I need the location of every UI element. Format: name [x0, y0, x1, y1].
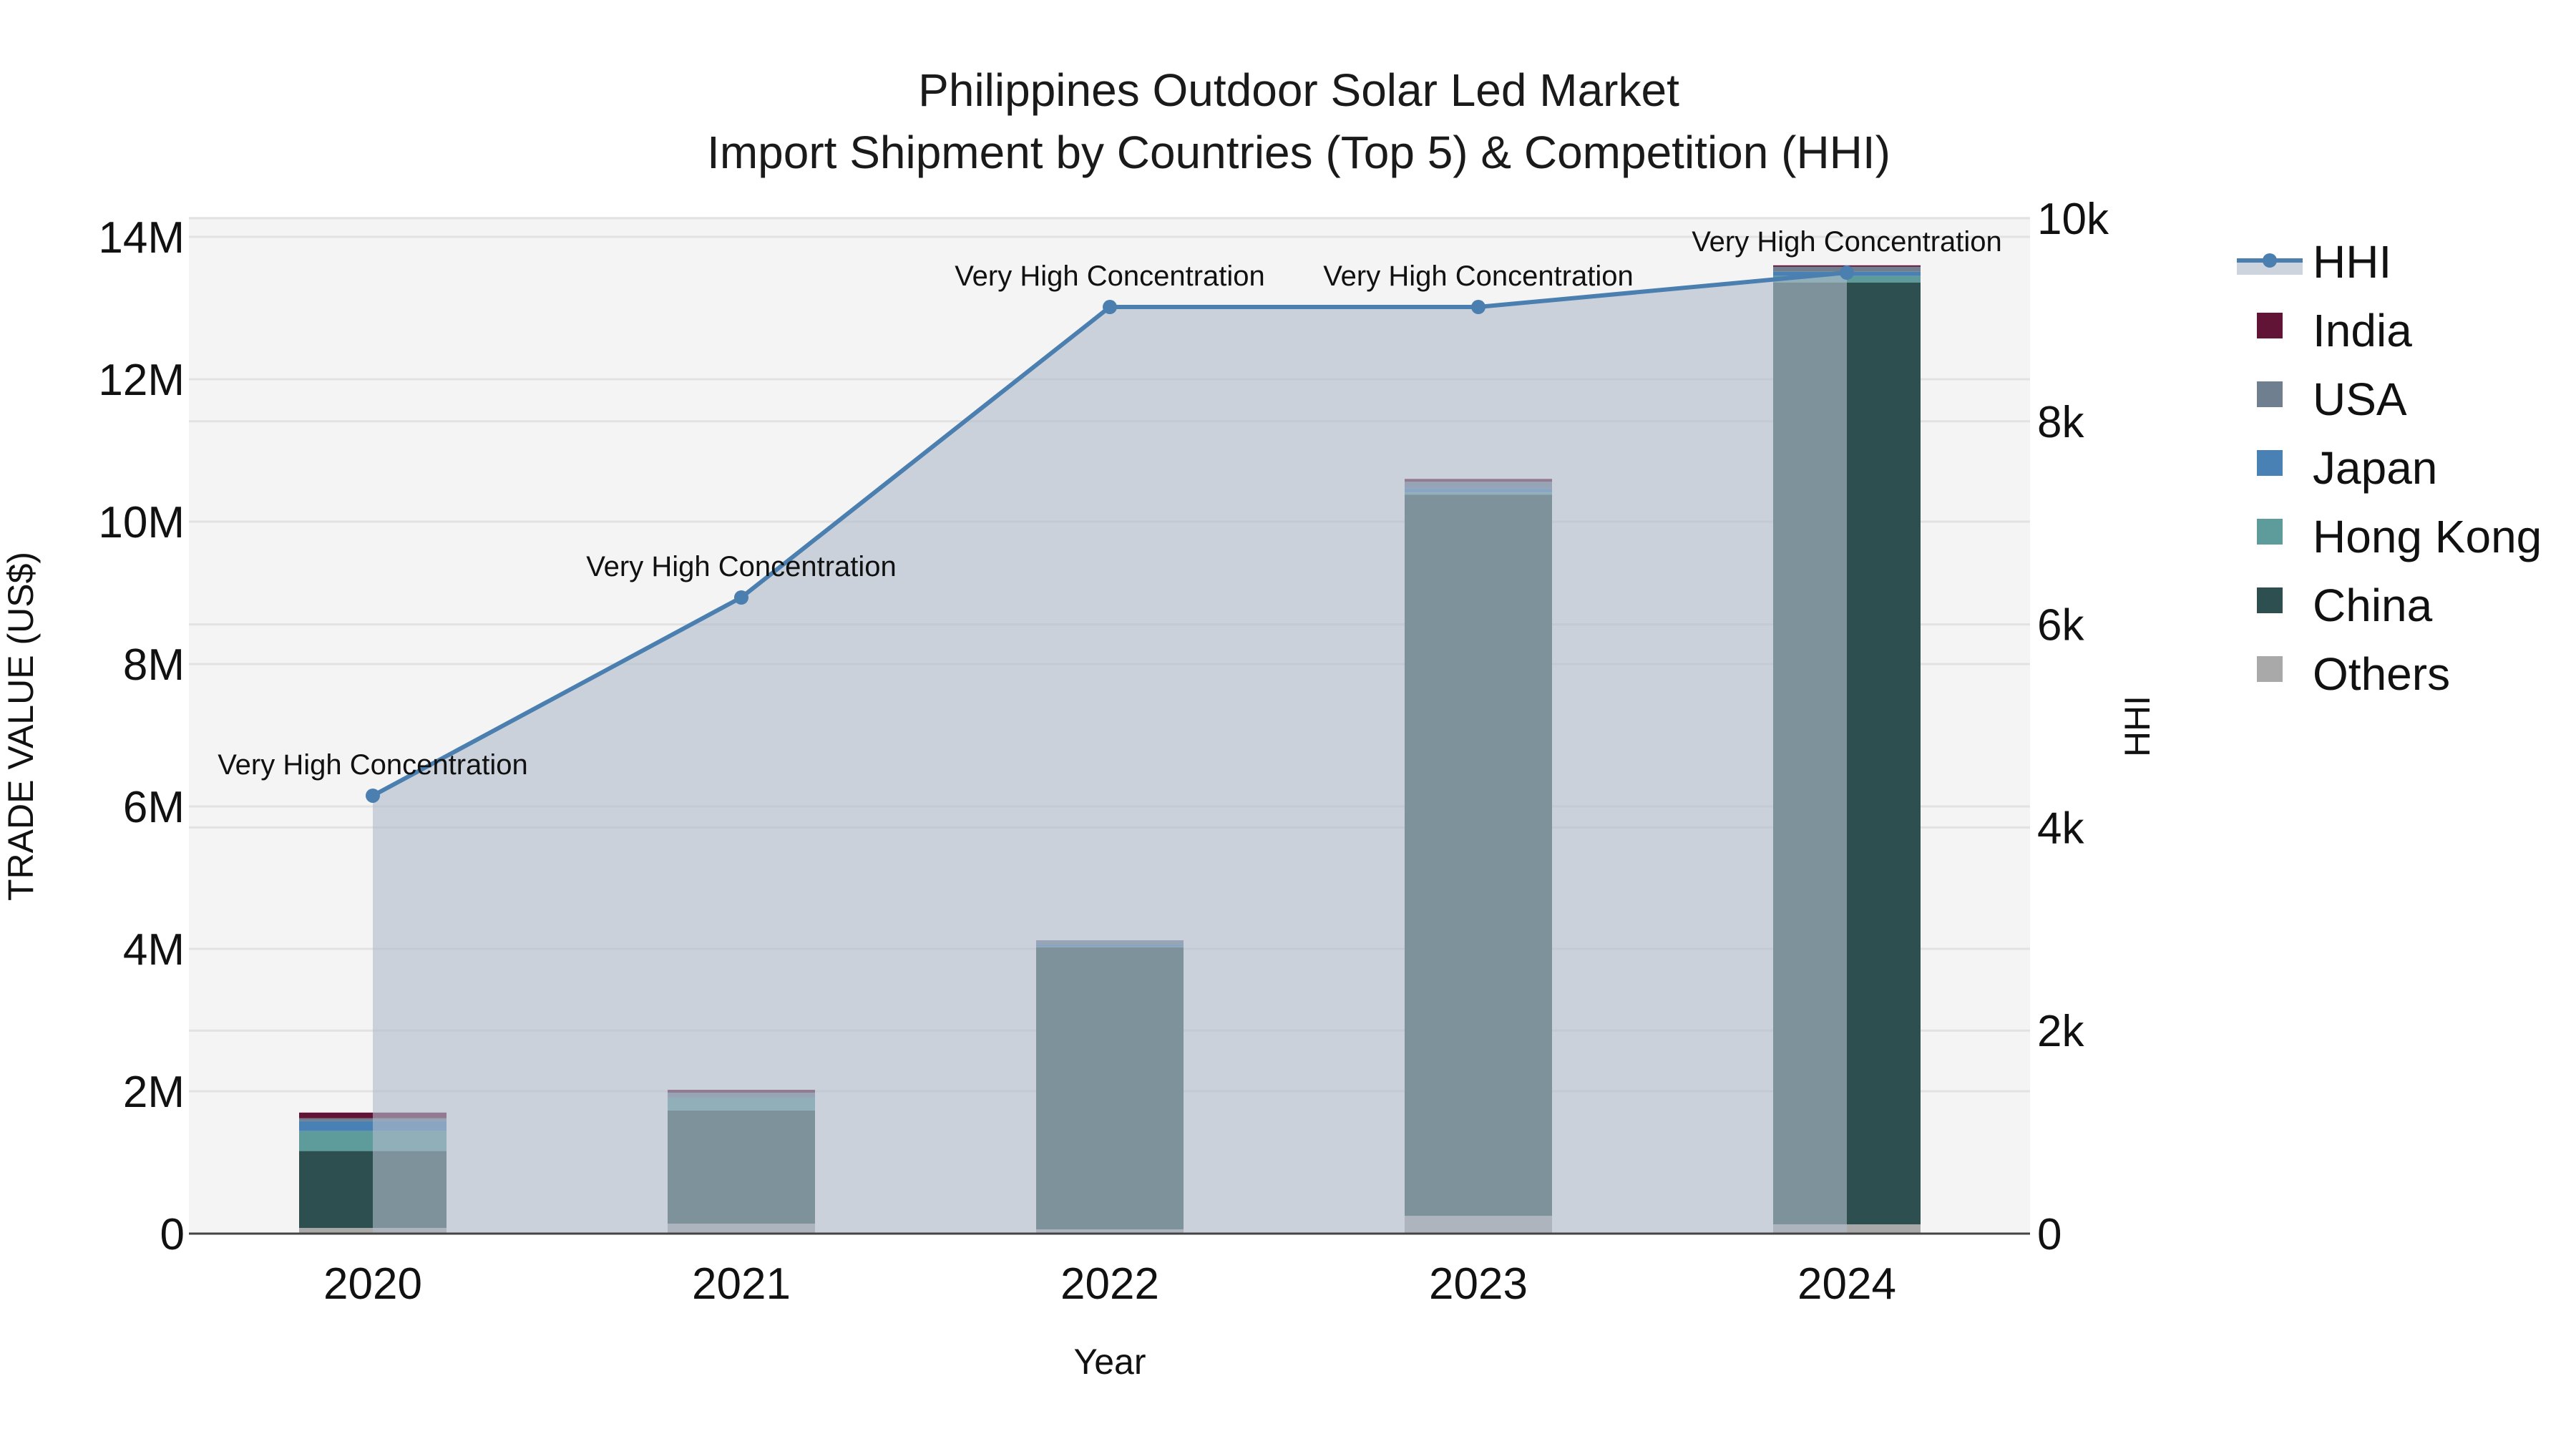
legend-swatch-icon	[2257, 450, 2283, 476]
y-right-tick-label: 2k	[2037, 1007, 2084, 1056]
legend-item-india[interactable]: India	[2257, 305, 2412, 356]
hhi-annotations: Very High Concentration Very High Concent…	[218, 226, 2002, 781]
x-tick-label-2021: 2021	[692, 1259, 791, 1309]
y-left-tick-label: 0	[160, 1210, 185, 1259]
legend-swatch-icon	[2257, 587, 2283, 613]
x-tick-label-2024: 2024	[1797, 1259, 1896, 1309]
hhi-marker-2021[interactable]	[734, 590, 748, 605]
legend-label: Japan	[2313, 442, 2437, 494]
x-axis: 2020 2021 2022 2023 2024	[323, 1259, 1896, 1309]
hhi-area	[373, 273, 1847, 1234]
y-left-tick-label: 10M	[98, 498, 185, 547]
legend-label: India	[2313, 305, 2412, 356]
legend-label: China	[2313, 580, 2433, 631]
legend-marker-icon	[2263, 253, 2277, 268]
y-right-tick-label: 4k	[2037, 804, 2084, 853]
legend: HHI India USA Japan Hong Kong China Others	[2237, 236, 2542, 700]
y-right-tick-label: 8k	[2037, 398, 2084, 447]
legend-swatch-icon	[2257, 656, 2283, 682]
y-right-tick-label: 0	[2037, 1210, 2062, 1259]
y-left-tick-label: 14M	[98, 213, 185, 263]
chart-title-line1: Philippines Outdoor Solar Led Market	[918, 64, 1679, 116]
hhi-annotation: Very High Concentration	[1692, 226, 2002, 258]
y-left-axis-title: TRADE VALUE (US$)	[1, 552, 41, 901]
y-left-axis: 0 2M 4M 6M 8M 10M 12M 14M	[98, 213, 185, 1259]
x-tick-label-2022: 2022	[1060, 1259, 1159, 1309]
legend-label: HHI	[2313, 236, 2391, 288]
y-left-tick-label: 6M	[123, 783, 185, 832]
chart-title-line2: Import Shipment by Countries (Top 5) & C…	[707, 127, 1890, 178]
y-left-tick-label: 12M	[98, 356, 185, 405]
legend-item-china[interactable]: China	[2257, 580, 2433, 631]
hhi-line[interactable]	[366, 265, 1854, 803]
legend-item-hong-kong[interactable]: Hong Kong	[2257, 511, 2542, 562]
hhi-fill	[373, 273, 1847, 1234]
legend-item-others[interactable]: Others	[2257, 648, 2450, 700]
y-right-axis: 0 2k 4k 6k 8k 10k	[2037, 195, 2109, 1259]
hhi-annotation: Very High Concentration	[218, 749, 528, 781]
legend-item-japan[interactable]: Japan	[2257, 442, 2437, 494]
y-left-tick-label: 8M	[123, 640, 185, 690]
y-right-tick-label: 10k	[2037, 195, 2109, 244]
hhi-annotation: Very High Concentration	[586, 551, 897, 582]
legend-swatch-icon	[2257, 381, 2283, 407]
y-right-tick-label: 6k	[2037, 601, 2084, 650]
legend-item-hhi[interactable]: HHI	[2237, 236, 2391, 288]
hhi-marker-2020[interactable]	[366, 788, 380, 803]
y-right-axis-title: HHI	[2117, 696, 2157, 757]
legend-label: USA	[2313, 374, 2407, 425]
hhi-annotation: Very High Concentration	[1323, 260, 1634, 292]
legend-label: Hong Kong	[2313, 511, 2542, 562]
x-tick-label-2020: 2020	[323, 1259, 422, 1309]
legend-label: Others	[2313, 648, 2450, 700]
legend-item-usa[interactable]: USA	[2257, 374, 2407, 425]
x-axis-title: Year	[1073, 1342, 1146, 1382]
y-left-tick-label: 2M	[123, 1068, 185, 1117]
legend-swatch-icon	[2257, 519, 2283, 545]
hhi-marker-2024[interactable]	[1840, 265, 1854, 280]
x-tick-label-2023: 2023	[1429, 1259, 1528, 1309]
y-left-tick-label: 4M	[123, 925, 185, 975]
hhi-marker-2023[interactable]	[1471, 300, 1485, 315]
hhi-annotation: Very High Concentration	[955, 260, 1265, 292]
hhi-marker-2022[interactable]	[1103, 300, 1117, 315]
legend-swatch-icon	[2257, 313, 2283, 338]
